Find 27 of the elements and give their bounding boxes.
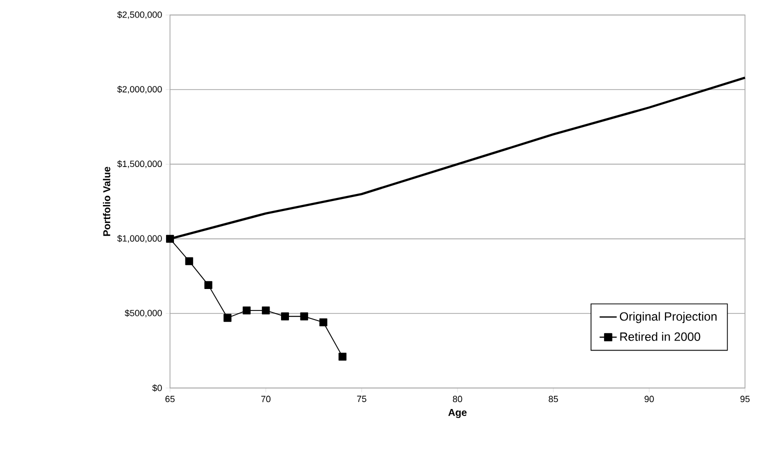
x-tick-label: 85 bbox=[548, 396, 558, 402]
x-tick-label: 70 bbox=[261, 396, 270, 402]
y-tick-label: $1,500,000 bbox=[117, 160, 162, 168]
point bbox=[319, 318, 328, 326]
x-tick-label: 95 bbox=[740, 396, 750, 402]
y-axis-title: Portfolio Value bbox=[102, 166, 110, 236]
y-tick-label: $500,000 bbox=[124, 309, 162, 318]
point bbox=[224, 314, 232, 322]
point bbox=[242, 306, 251, 314]
legend-label: Original Projection bbox=[620, 312, 717, 324]
legend-label: Retired in 2000 bbox=[620, 332, 700, 341]
point bbox=[262, 306, 270, 314]
x-tick-label: 65 bbox=[165, 396, 175, 402]
y-tick-label: $2,500,000 bbox=[117, 11, 162, 19]
point bbox=[204, 281, 212, 290]
point bbox=[185, 257, 194, 266]
y-tick-label: $2,000,000 bbox=[117, 86, 162, 94]
point bbox=[338, 352, 346, 361]
y-tick-label: $0 bbox=[152, 384, 162, 392]
x-axis-title: Age bbox=[448, 409, 467, 418]
y-tick-label: $1,000,000 bbox=[117, 234, 162, 243]
point bbox=[281, 312, 289, 320]
x-tick-label: 75 bbox=[357, 396, 366, 402]
x-tick-label: 80 bbox=[452, 396, 462, 402]
x-tick-label: 90 bbox=[644, 396, 654, 402]
point bbox=[300, 312, 308, 320]
point bbox=[166, 234, 174, 243]
